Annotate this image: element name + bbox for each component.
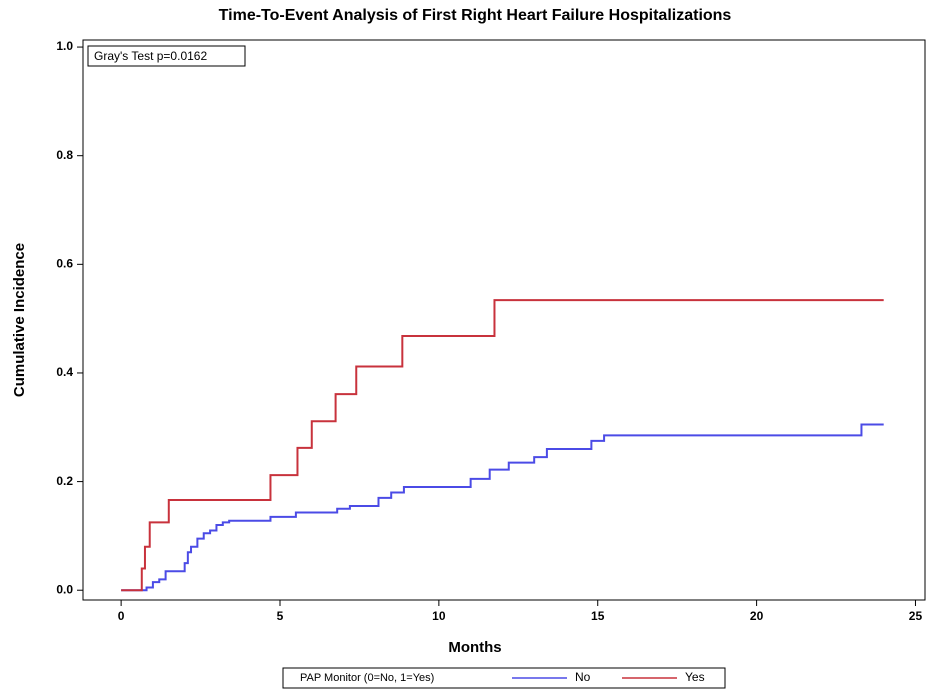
- annotation-box: [87, 45, 246, 67]
- legend-title: PAP Monitor (0=No, 1=Yes): [300, 672, 434, 684]
- y-axis-label: Cumulative Incidence: [11, 243, 28, 397]
- x-axis-label: Months: [448, 639, 501, 656]
- chart-title: Time-To-Event Analysis of First Right He…: [219, 7, 732, 24]
- x-tick-label: 15: [591, 609, 605, 623]
- plot-frame: [82, 39, 926, 601]
- y-tick-label: 0.6: [56, 256, 73, 270]
- y-tick-label: 0.8: [56, 148, 73, 162]
- y-tick-label: 0.4: [56, 365, 73, 379]
- x-tick-label: 5: [277, 609, 284, 623]
- y-tick-label: 0.0: [56, 582, 73, 596]
- x-tick-label: 20: [750, 609, 764, 623]
- legend-label: No: [575, 670, 591, 684]
- series-line: [121, 423, 884, 592]
- series-line: [121, 299, 884, 592]
- x-tick-label: 25: [909, 609, 923, 623]
- legend-label: Yes: [685, 670, 705, 684]
- x-tick-label: 10: [432, 609, 446, 623]
- x-tick-label: 0: [118, 609, 125, 623]
- y-tick-label: 0.2: [56, 474, 73, 488]
- annotation: Gray's Test p=0.0162: [94, 49, 207, 63]
- legend-box: [282, 667, 726, 689]
- y-tick-label: 1.0: [56, 39, 73, 53]
